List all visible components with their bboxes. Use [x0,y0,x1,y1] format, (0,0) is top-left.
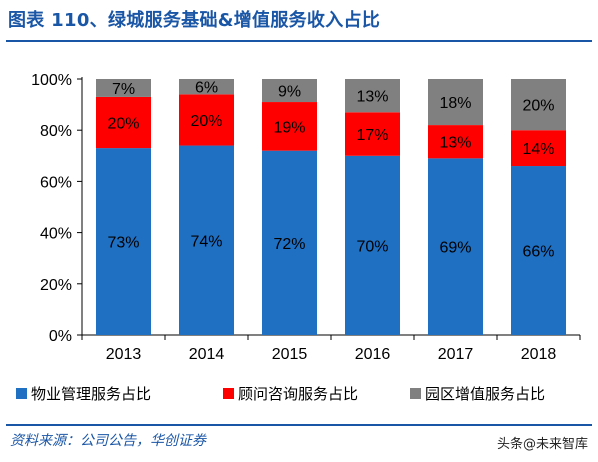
data-label: 74% [190,233,222,250]
y-tick-label: 40% [40,226,72,243]
legend-label: 园区增值服务占比 [425,386,545,403]
y-tick-label: 80% [40,123,72,140]
bar-segment [179,79,234,95]
data-label: 14% [522,141,554,158]
x-tick-label: 2013 [106,346,142,363]
bar-segment [179,94,234,146]
y-tick-label: 20% [40,277,72,294]
title-divider [6,40,592,42]
legend-label: 顾问咨询服务占比 [238,386,358,403]
bar-segment [511,130,566,167]
source-divider [6,424,592,426]
bar-segment [262,79,317,103]
data-label: 7% [112,81,135,98]
bar-segment [511,79,566,131]
bar-segment [96,148,151,335]
bar-segment [345,155,400,335]
bar-segment [345,79,400,113]
bar-segment [262,150,317,335]
data-label: 66% [522,244,554,261]
y-tick-label: 100% [31,72,72,89]
data-label: 69% [439,240,471,257]
x-tick-label: 2014 [189,346,225,363]
chart-title: 图表 110、绿城服务基础&增值服务收入占比 [8,10,381,31]
x-tick-label: 2016 [355,346,391,363]
bar-segment [428,125,483,159]
x-tick-label: 2017 [438,346,474,363]
bar-segment [345,112,400,156]
legend-swatch [410,388,421,399]
bar-segment [428,79,483,126]
data-label: 20% [522,98,554,115]
data-label: 6% [195,80,218,97]
bar-segment [262,102,317,151]
data-label: 13% [439,135,471,152]
x-tick-label: 2018 [521,346,557,363]
data-label: 17% [356,127,388,144]
legend-swatch [223,388,234,399]
data-label: 73% [107,235,139,252]
data-label: 72% [273,236,305,253]
bar-segment [96,96,151,149]
bar-segment [511,166,566,335]
plot-area: 0% 20% 40% 60% 80% 100% 73% 20% 7% 2013 74% 20% 6% 20… [31,72,581,363]
data-label: 13% [356,89,388,106]
bar-segment [96,79,151,97]
data-label: 20% [107,116,139,133]
data-label: 19% [273,119,305,136]
legend-label: 物业管理服务占比 [31,386,151,403]
y-tick-label: 60% [40,174,72,191]
watermark: 头条@未来智库 [496,437,588,452]
legend-swatch [16,388,27,399]
data-label: 9% [278,84,301,101]
source-note: 资料来源：公司公告，华创证券 [10,433,206,449]
data-label: 18% [439,95,471,112]
legend: 物业管理服务占比 顾问咨询服务占比 园区增值服务占比 [16,386,545,403]
data-label: 70% [356,238,388,255]
y-tick-label: 0% [49,328,72,345]
bar-segment [179,145,234,335]
bar-segment [428,158,483,335]
x-tick-label: 2015 [272,346,308,363]
data-label: 20% [190,113,222,130]
